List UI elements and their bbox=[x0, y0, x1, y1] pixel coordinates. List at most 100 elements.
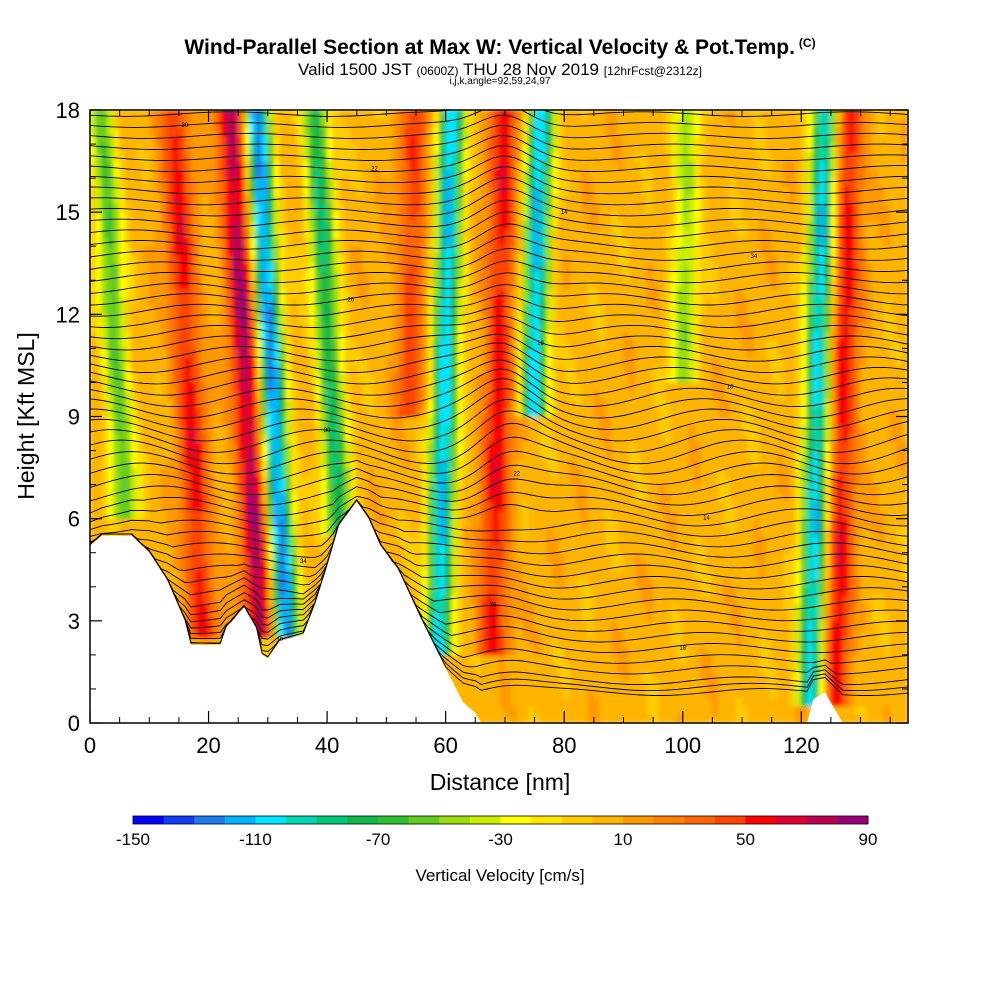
velocity-cell bbox=[143, 441, 150, 452]
velocity-cell bbox=[463, 135, 470, 145]
velocity-cell bbox=[243, 467, 251, 477]
velocity-cell bbox=[332, 501, 340, 511]
velocity-cell bbox=[273, 560, 281, 571]
velocity-cell bbox=[255, 126, 263, 137]
velocity-cell bbox=[143, 365, 150, 375]
velocity-cell bbox=[374, 254, 381, 264]
velocity-cell bbox=[332, 509, 340, 520]
velocity-cell bbox=[362, 228, 370, 239]
velocity-cell bbox=[249, 228, 257, 239]
velocity-cell bbox=[131, 322, 138, 332]
velocity-cell bbox=[320, 271, 328, 281]
velocity-cell bbox=[178, 271, 186, 281]
velocity-cell bbox=[143, 526, 150, 537]
velocity-cell bbox=[231, 169, 239, 179]
velocity-cell bbox=[445, 305, 453, 315]
velocity-cell bbox=[433, 603, 441, 613]
velocity-cell bbox=[498, 612, 506, 622]
velocity-cell bbox=[101, 203, 109, 213]
velocity-cell bbox=[439, 348, 447, 358]
velocity-cell bbox=[380, 501, 387, 511]
velocity-cell bbox=[374, 407, 381, 417]
velocity-cell bbox=[392, 560, 399, 571]
velocity-cell bbox=[231, 348, 239, 358]
velocity-cell bbox=[421, 305, 429, 315]
velocity-cell bbox=[214, 271, 221, 281]
velocity-cell bbox=[249, 424, 257, 435]
velocity-cell bbox=[131, 467, 138, 477]
velocity-cell bbox=[409, 569, 417, 579]
velocity-cell bbox=[392, 450, 399, 460]
velocity-cell bbox=[492, 177, 500, 188]
velocity-cell bbox=[90, 237, 97, 247]
velocity-cell bbox=[172, 271, 180, 281]
velocity-cell bbox=[344, 450, 352, 460]
velocity-cell bbox=[427, 194, 435, 205]
velocity-cell bbox=[415, 245, 423, 256]
velocity-cell bbox=[474, 305, 482, 315]
velocity-cell bbox=[397, 467, 405, 477]
velocity-cell bbox=[243, 552, 251, 562]
velocity-cell bbox=[291, 220, 298, 230]
velocity-cell bbox=[154, 467, 162, 477]
velocity-cell bbox=[261, 110, 269, 120]
velocity-cell bbox=[492, 407, 500, 417]
velocity-cell bbox=[125, 135, 132, 145]
velocity-cell bbox=[291, 194, 298, 205]
velocity-cell bbox=[445, 322, 453, 332]
velocity-cell bbox=[403, 339, 411, 349]
velocity-cell bbox=[220, 543, 227, 554]
velocity-cell bbox=[362, 211, 370, 222]
velocity-cell bbox=[433, 271, 441, 281]
velocity-cell bbox=[214, 552, 221, 562]
velocity-cell bbox=[350, 314, 358, 324]
velocity-cell bbox=[445, 475, 453, 486]
velocity-cell bbox=[166, 518, 174, 528]
velocity-cell bbox=[492, 262, 500, 273]
velocity-cell bbox=[226, 228, 233, 239]
velocity-cell bbox=[362, 424, 370, 435]
velocity-cell bbox=[486, 194, 494, 205]
velocity-cell bbox=[154, 237, 162, 247]
velocity-cell bbox=[160, 484, 168, 494]
velocity-cell bbox=[403, 552, 411, 562]
velocity-cell bbox=[90, 254, 97, 264]
velocity-cell bbox=[291, 450, 298, 460]
velocity-cell bbox=[255, 262, 263, 273]
velocity-cell bbox=[480, 484, 488, 494]
velocity-cell bbox=[196, 637, 204, 647]
velocity-cell bbox=[172, 577, 180, 588]
velocity-cell bbox=[231, 262, 239, 273]
velocity-cell bbox=[190, 194, 198, 205]
velocity-cell bbox=[226, 169, 233, 179]
velocity-cell bbox=[255, 535, 263, 545]
velocity-cell bbox=[374, 160, 381, 171]
velocity-cell bbox=[190, 211, 198, 222]
velocity-cell bbox=[415, 450, 423, 460]
velocity-cell bbox=[226, 177, 233, 188]
velocity-cell bbox=[469, 126, 476, 137]
velocity-cell bbox=[243, 169, 251, 179]
velocity-cell bbox=[344, 297, 352, 307]
velocity-cell bbox=[344, 382, 352, 392]
velocity-cell bbox=[243, 203, 251, 213]
velocity-cell bbox=[492, 688, 500, 698]
velocity-cell bbox=[326, 135, 334, 145]
velocity-cell bbox=[291, 160, 298, 171]
velocity-cell bbox=[439, 245, 447, 256]
velocity-cell bbox=[397, 331, 405, 341]
velocity-cell bbox=[154, 271, 162, 281]
velocity-cell bbox=[214, 416, 221, 426]
velocity-cell bbox=[131, 169, 138, 179]
velocity-cell bbox=[166, 152, 174, 162]
velocity-cell bbox=[344, 194, 352, 205]
velocity-cell bbox=[320, 186, 328, 196]
velocity-cell bbox=[172, 143, 180, 154]
velocity-cell bbox=[344, 288, 352, 298]
velocity-cell bbox=[403, 433, 411, 443]
velocity-cell bbox=[261, 339, 269, 349]
velocity-cell bbox=[231, 407, 239, 417]
velocity-cell bbox=[374, 203, 381, 213]
velocity-cell bbox=[433, 288, 441, 298]
velocity-cell bbox=[403, 194, 411, 205]
